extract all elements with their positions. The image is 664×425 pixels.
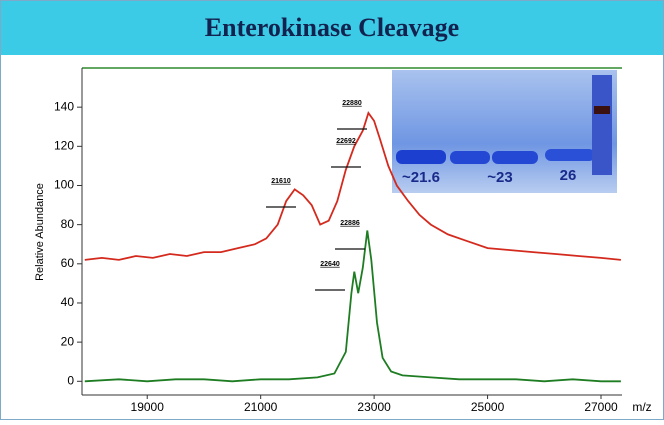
y-tick-label: 80 — [61, 217, 75, 231]
x-tick-label: 27000 — [584, 400, 618, 414]
gel-band — [450, 151, 490, 164]
data-line — [84, 111, 621, 261]
x-axis-label: m/z — [632, 400, 651, 414]
y-tick-label: 100 — [54, 178, 74, 192]
y-tick-label: 120 — [54, 138, 74, 152]
gel-label: ~23 — [487, 169, 512, 186]
chart-title: Enterokinase Cleavage — [205, 13, 459, 42]
data-line — [84, 230, 621, 383]
x-tick-label: 19000 — [131, 400, 165, 414]
y-tick-label: 60 — [61, 256, 75, 270]
x-tick-label: 21000 — [244, 400, 278, 414]
y-tick-label: 140 — [54, 99, 74, 113]
gel-ladder — [592, 75, 612, 175]
peak-label: 22880 — [342, 100, 362, 107]
gel-ladder-band — [594, 106, 610, 114]
y-tick-label: 40 — [61, 295, 75, 309]
x-tick-label: 25000 — [471, 400, 505, 414]
peak-label: 22886 — [340, 220, 360, 227]
y-tick-label: 20 — [61, 334, 75, 348]
gel-band — [545, 149, 595, 161]
gel-band — [492, 151, 538, 164]
gel-inset — [392, 70, 617, 193]
peak-label: 21610 — [271, 178, 291, 185]
gel-label: 26 — [560, 167, 577, 184]
title-banner — [1, 1, 663, 55]
gel-band — [396, 150, 446, 164]
peak-label: 22640 — [320, 261, 340, 268]
peak-label: 22692 — [336, 138, 356, 145]
gel-background — [392, 70, 617, 193]
y-tick-label: 0 — [67, 373, 74, 387]
x-tick-label: 23000 — [357, 400, 391, 414]
gel-label: ~21.6 — [402, 169, 440, 186]
y-axis-label: Relative Abundance — [34, 183, 46, 281]
